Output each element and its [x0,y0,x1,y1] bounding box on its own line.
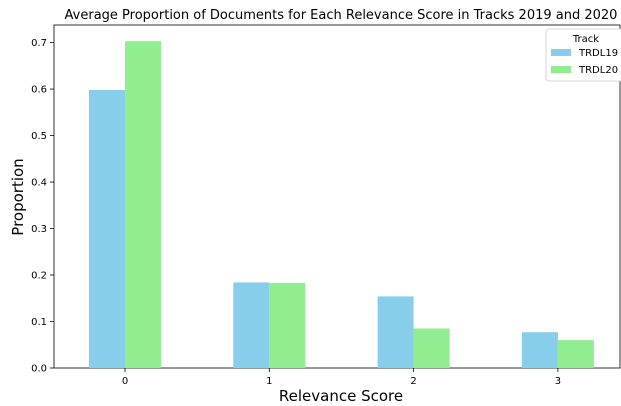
x-axis-label: Relevance Score [279,387,403,405]
y-tick-label: 0.1 [31,317,47,328]
y-tick-label: 0.4 [31,178,47,189]
y-tick-label: 0.7 [31,38,47,49]
y-tick-label: 0.2 [31,271,47,282]
bar-trdl19-2 [377,296,414,368]
legend-label-trdl20: TRDL20 [578,65,618,76]
plot-area: 0.0 0.1 0.2 0.3 0.4 0.5 0.6 0.7 0 1 2 3 [31,24,621,387]
bar-trdl20-2 [413,328,450,368]
bar-trdl19-1 [233,282,270,368]
x-axis: 0 1 2 3 [122,368,561,387]
y-tick-label: 0.6 [31,85,47,96]
x-tick-label: 3 [555,376,561,387]
plot-frame [53,24,621,369]
y-tick-label: 0.0 [31,364,47,375]
chart-title: Average Proportion of Documents for Each… [65,8,618,23]
y-axis-label: Proportion [9,158,27,235]
legend-label-trdl19: TRDL19 [578,48,618,59]
legend-swatch-trdl20 [551,66,571,73]
bar-trdl20-0 [125,41,161,368]
bar-trdl19-0 [89,89,125,369]
bar-trdl19-3 [521,332,558,368]
x-tick-label: 2 [410,376,416,387]
x-tick-label: 1 [266,376,272,387]
x-tick-label: 0 [122,376,128,387]
y-tick-label: 0.3 [31,224,47,235]
legend-title: Track [572,34,599,45]
bar-trdl20-1 [269,282,306,368]
legend-swatch-trdl19 [551,49,571,56]
bars-group [89,41,594,369]
y-tick-label: 0.5 [31,131,47,142]
legend: Track TRDL19 TRDL20 [545,28,621,82]
y-axis: 0.0 0.1 0.2 0.3 0.4 0.5 0.6 0.7 [31,38,54,375]
bar-trdl20-3 [557,340,594,368]
